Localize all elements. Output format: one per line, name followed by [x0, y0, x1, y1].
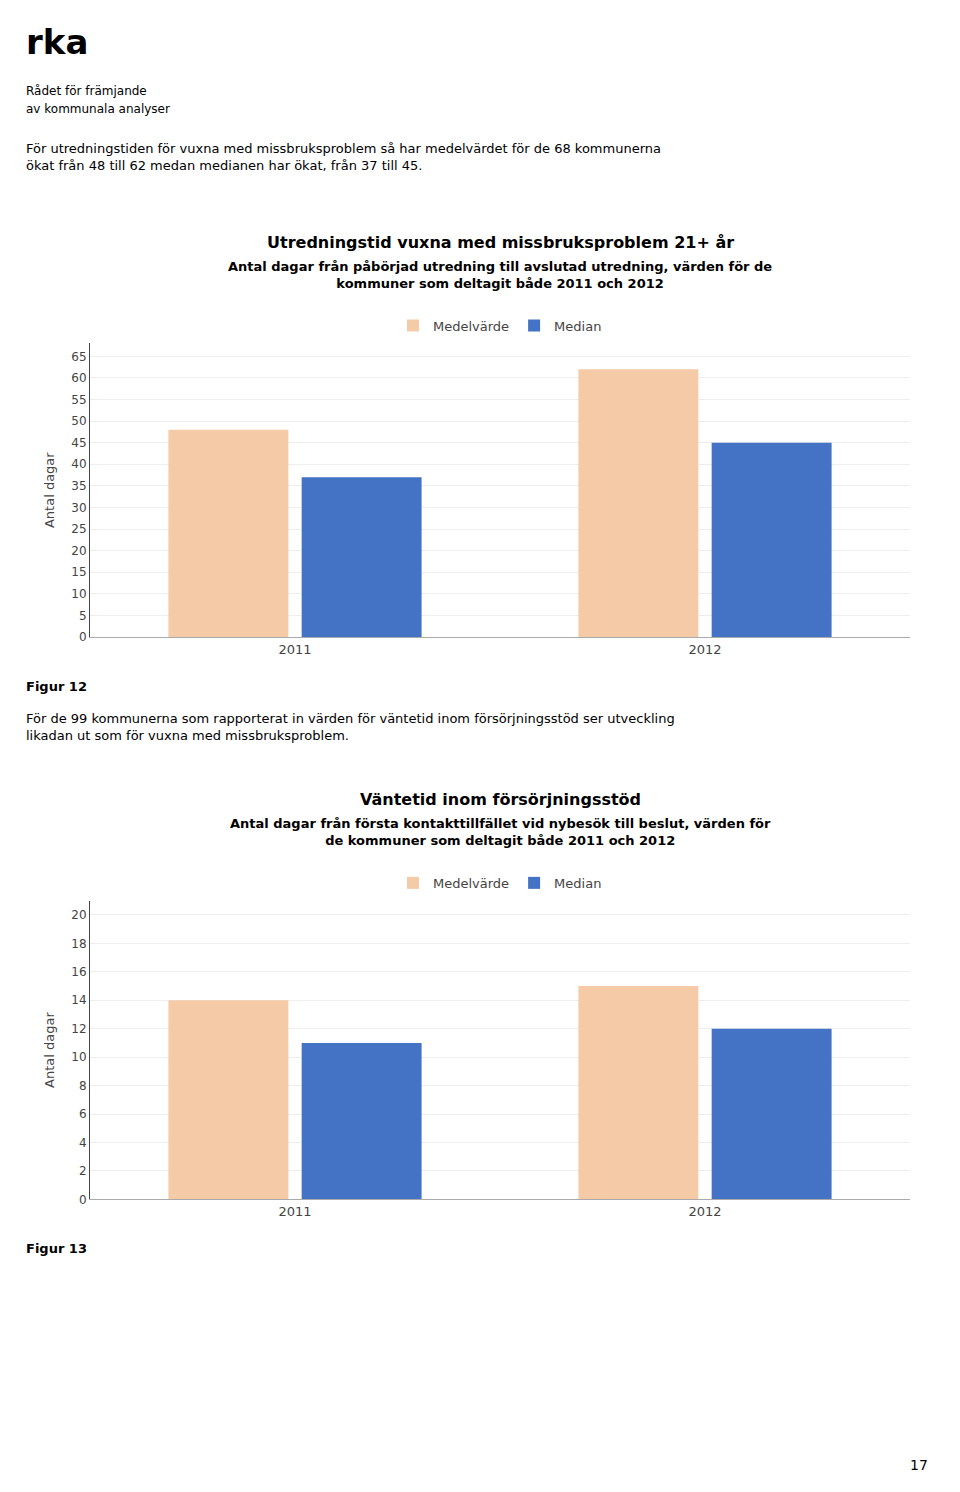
svg-text:40: 40: [71, 457, 86, 471]
svg-text:Median: Median: [554, 319, 601, 334]
svg-text:Medelvärde: Medelvärde: [433, 876, 509, 891]
svg-text:8: 8: [79, 1079, 87, 1093]
svg-text:0: 0: [79, 1193, 87, 1207]
svg-text:För utredningstiden för vuxna: För utredningstiden för vuxna med missbr…: [26, 141, 661, 173]
svg-text:65: 65: [71, 350, 86, 364]
svg-text:2012: 2012: [688, 1204, 721, 1219]
svg-text:Antal dagar från första kontak: Antal dagar från första kontakttillfälle…: [230, 816, 771, 848]
svg-text:rka: rka: [26, 22, 88, 62]
svg-text:Antal dagar från påbörjad utre: Antal dagar från påbörjad utredning till…: [228, 259, 772, 291]
svg-text:Rådet för främjande: Rådet för främjande: [26, 84, 147, 98]
svg-text:45: 45: [71, 436, 86, 450]
svg-text:25: 25: [71, 522, 86, 536]
svg-text:35: 35: [71, 479, 86, 493]
svg-text:av kommunala analyser: av kommunala analyser: [26, 102, 170, 116]
svg-text:Figur 13: Figur 13: [26, 1241, 87, 1256]
svg-text:10: 10: [71, 587, 86, 601]
svg-text:16: 16: [71, 965, 86, 979]
svg-text:2011: 2011: [278, 1204, 311, 1219]
svg-text:Antal dagar: Antal dagar: [42, 1012, 57, 1088]
svg-text:2012: 2012: [688, 642, 721, 657]
svg-text:Utredningstid vuxna med missbr: Utredningstid vuxna med missbruksproblem…: [267, 233, 734, 252]
svg-text:20: 20: [71, 908, 86, 922]
svg-text:För de 99 kommunerna som rappo: För de 99 kommunerna som rapporterat in …: [26, 711, 675, 743]
svg-text:18: 18: [71, 937, 86, 951]
svg-text:12: 12: [71, 1022, 86, 1036]
svg-text:Median: Median: [554, 876, 601, 891]
svg-text:17: 17: [910, 1457, 928, 1473]
svg-text:14: 14: [71, 993, 86, 1007]
svg-text:0: 0: [79, 630, 87, 644]
svg-text:Medelvärde: Medelvärde: [433, 319, 509, 334]
svg-text:6: 6: [79, 1107, 87, 1121]
svg-text:60: 60: [71, 371, 86, 385]
svg-text:50: 50: [71, 414, 86, 428]
svg-text:2011: 2011: [278, 642, 311, 657]
svg-text:4: 4: [79, 1136, 87, 1150]
svg-text:Antal dagar: Antal dagar: [42, 452, 57, 528]
svg-text:30: 30: [71, 501, 86, 515]
svg-text:20: 20: [71, 544, 86, 558]
svg-text:Figur 12: Figur 12: [26, 679, 87, 694]
svg-text:5: 5: [79, 609, 87, 623]
svg-text:Väntetid inom försörjningsstöd: Väntetid inom försörjningsstöd: [360, 790, 641, 809]
svg-text:55: 55: [71, 393, 86, 407]
svg-text:2: 2: [79, 1164, 87, 1178]
svg-text:15: 15: [71, 565, 86, 579]
svg-text:10: 10: [71, 1050, 86, 1064]
